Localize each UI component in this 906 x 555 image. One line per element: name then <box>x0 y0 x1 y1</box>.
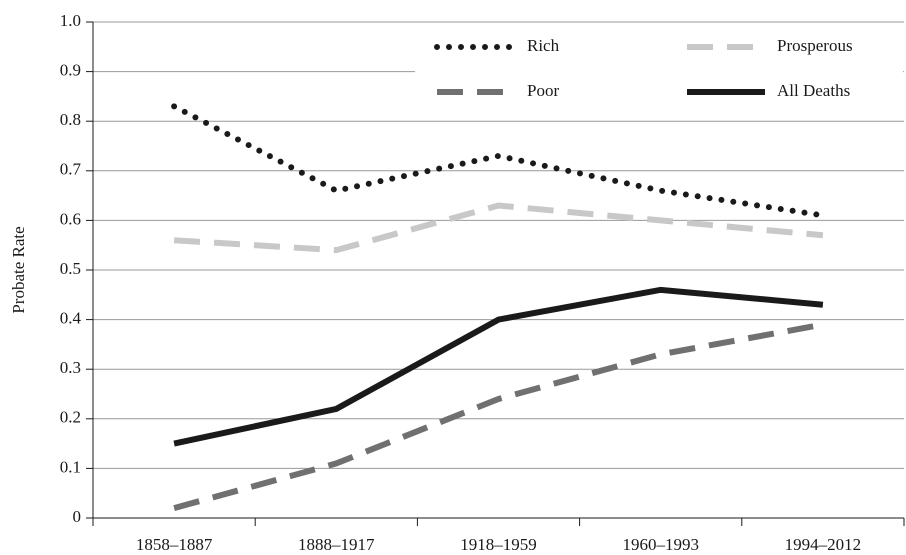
y-tick-label: 0.5 <box>60 259 81 278</box>
y-tick-label: 0.6 <box>60 209 81 228</box>
x-tick-label: 1888–1917 <box>298 535 375 554</box>
legend-label: Poor <box>527 81 559 100</box>
y-tick-label: 0.8 <box>60 110 81 129</box>
y-tick-label: 0 <box>73 507 82 526</box>
series-line <box>173 321 824 511</box>
y-tick-label: 0.3 <box>60 358 81 377</box>
legend-label: All Deaths <box>777 81 850 100</box>
series-line <box>173 202 824 254</box>
series-line <box>171 103 826 219</box>
legend <box>415 23 903 113</box>
y-tick-label: 0.2 <box>60 408 81 427</box>
series-line <box>173 286 824 447</box>
legend-label: Rich <box>527 36 560 55</box>
y-axis-label: Probate Rate <box>9 226 28 313</box>
legend-label: Prosperous <box>777 36 853 55</box>
y-tick-label: 1.0 <box>60 11 81 30</box>
y-tick-label: 0.4 <box>60 309 82 328</box>
x-tick-label: 1918–1959 <box>460 535 537 554</box>
x-tick-label: 1960–1993 <box>622 535 699 554</box>
y-tick-label: 0.7 <box>60 160 82 179</box>
y-tick-label: 0.1 <box>60 457 81 476</box>
y-tick-label: 0.9 <box>60 61 81 80</box>
x-tick-label: 1858–1887 <box>136 535 213 554</box>
x-tick-label: 1994–2012 <box>785 535 862 554</box>
